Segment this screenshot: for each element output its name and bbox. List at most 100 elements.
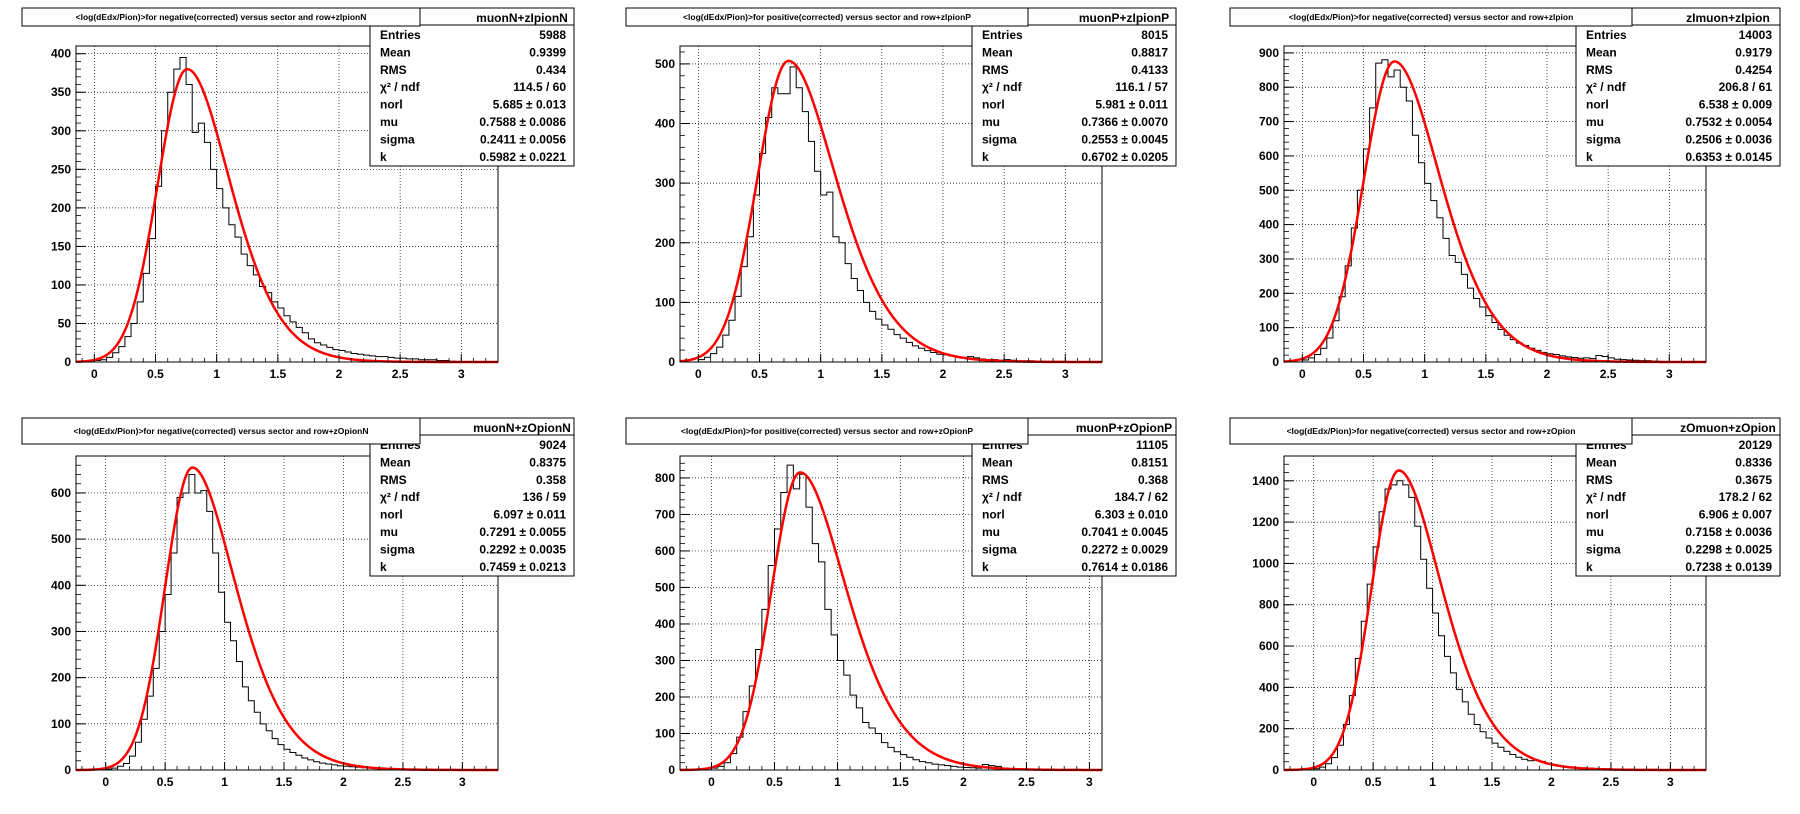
- histogram-bin: [1332, 758, 1338, 770]
- histogram-bin: [925, 351, 931, 362]
- y-tick-label: 1200: [1252, 515, 1279, 529]
- x-tick-label: 0.5: [147, 367, 164, 381]
- histogram-bin: [730, 754, 736, 770]
- histogram-bin: [784, 94, 790, 362]
- histogram-bin: [1516, 757, 1522, 770]
- x-tick-label: 3: [1062, 367, 1069, 381]
- stats-box-frame: [369, 7, 575, 167]
- histogram-bin: [119, 347, 125, 362]
- x-tick-label: 2: [940, 367, 947, 381]
- y-tick-label: 100: [1259, 321, 1279, 335]
- x-tick-label: 0: [1310, 775, 1317, 789]
- y-tick-label: 300: [1259, 252, 1279, 266]
- histogram-bin: [802, 112, 808, 362]
- stats-name: χ² / ndf: [982, 490, 1023, 504]
- histogram-bin: [1522, 759, 1528, 770]
- x-axis: 0 0.5 1 1.5 2 2.5 3: [685, 762, 1093, 789]
- x-tick-label: 1: [817, 367, 824, 381]
- histogram-bin: [839, 243, 845, 362]
- histogram-bin: [217, 189, 223, 362]
- stats-value: 0.7158 ± 0.0036: [1685, 525, 1772, 539]
- y-tick-label: 200: [1259, 722, 1279, 736]
- y-tick-label: 200: [51, 671, 71, 685]
- stats-value: 0.3675: [1735, 473, 1772, 487]
- y-tick-label: 600: [51, 486, 71, 500]
- stats-name: sigma: [982, 542, 1017, 556]
- histogram-bin: [1474, 298, 1480, 362]
- stats-name: RMS: [1586, 63, 1613, 77]
- y-tick-label: 400: [1259, 218, 1279, 232]
- y-tick-label: 150: [51, 239, 71, 253]
- histogram-bin: [241, 254, 247, 362]
- stats-name: Entries: [380, 28, 421, 42]
- x-tick-label: 1.5: [269, 367, 286, 381]
- x-tick-label: 1.5: [276, 775, 293, 789]
- histogram-bin: [876, 319, 882, 362]
- histogram-bin: [1449, 256, 1455, 362]
- histogram-bin: [174, 69, 180, 362]
- x-tick-label: 3: [1667, 775, 1674, 789]
- histogram-bin: [1480, 732, 1486, 770]
- histogram-bin: [1337, 745, 1343, 770]
- stats-box: muonP+zIpionP Entries 8015 Mean 0.8817 RMS 0.4…: [971, 7, 1177, 167]
- stats-value: 20129: [1739, 438, 1773, 452]
- histogram-bin: [863, 302, 869, 362]
- stats-name: k: [1586, 560, 1593, 574]
- histogram-bin: [204, 142, 210, 362]
- histogram-bin: [141, 719, 147, 770]
- chart-title: <log(dEdx/Pion)>for negative(corrected) …: [76, 12, 367, 22]
- histogram-bin: [906, 342, 912, 362]
- histogram-panel-1: 0 0.5 1 1.5 2 2.5 3 0 50 100 150 200 250 300 350 400 muo…: [21, 7, 575, 381]
- histogram-bin: [1403, 485, 1409, 770]
- histogram-bin: [247, 266, 253, 362]
- stats-name: norl: [982, 508, 1005, 522]
- histogram-bin: [851, 279, 857, 362]
- x-tick-label: 2.5: [1600, 367, 1617, 381]
- stats-name: k: [982, 560, 989, 574]
- histogram-bin: [235, 237, 241, 362]
- x-tick-label: 0: [1299, 367, 1306, 381]
- stats-value: 0.7614 ± 0.0186: [1081, 560, 1168, 574]
- histogram-bin: [177, 498, 183, 770]
- histogram-bin: [213, 553, 219, 770]
- x-tick-label: 2.5: [996, 367, 1013, 381]
- histogram-bin: [1468, 714, 1474, 770]
- x-tick-label: 1: [1421, 367, 1428, 381]
- histogram-bin: [338, 766, 344, 770]
- histogram-bin: [808, 141, 814, 362]
- x-tick-label: 0.5: [157, 775, 174, 789]
- histogram-bin: [869, 728, 875, 770]
- histogram-bin: [1486, 316, 1492, 362]
- histogram-bin: [938, 765, 944, 770]
- stats-value: 0.2553 ± 0.0045: [1081, 132, 1168, 146]
- histogram-bin: [186, 85, 192, 362]
- y-tick-label: 300: [51, 624, 71, 638]
- histogram-bin: [1480, 307, 1486, 362]
- y-tick-label: 500: [655, 580, 675, 594]
- histogram-bin: [198, 123, 204, 362]
- histogram-bin: [189, 474, 195, 770]
- histogram-bin: [1308, 358, 1314, 362]
- histogram-bin: [339, 350, 345, 362]
- x-tick-label: 1.5: [1477, 367, 1494, 381]
- x-tick-label: 3: [1086, 775, 1093, 789]
- stats-name: χ² / ndf: [982, 80, 1023, 94]
- histogram-bin: [1397, 481, 1403, 770]
- histogram-bin: [888, 329, 894, 362]
- histogram-bin: [207, 511, 213, 770]
- histogram-bin: [308, 760, 314, 770]
- histogram-bin: [913, 760, 919, 770]
- histogram-bin: [1467, 288, 1473, 362]
- histogram-bin: [231, 641, 237, 770]
- stats-name: χ² / ndf: [380, 80, 421, 94]
- x-tick-label: 0.5: [751, 367, 768, 381]
- x-tick-label: 2: [336, 367, 343, 381]
- y-tick-label: 100: [51, 717, 71, 731]
- histogram-bin: [1444, 656, 1450, 770]
- histogram-bin: [211, 169, 217, 362]
- y-tick-label: 600: [1259, 149, 1279, 163]
- stats-value: 0.2292 ± 0.0035: [479, 542, 566, 556]
- title-box: <log(dEdx/Pion)>for negative(corrected) …: [1229, 7, 1633, 27]
- histogram-bin: [236, 661, 242, 770]
- histogram-bin: [254, 712, 260, 770]
